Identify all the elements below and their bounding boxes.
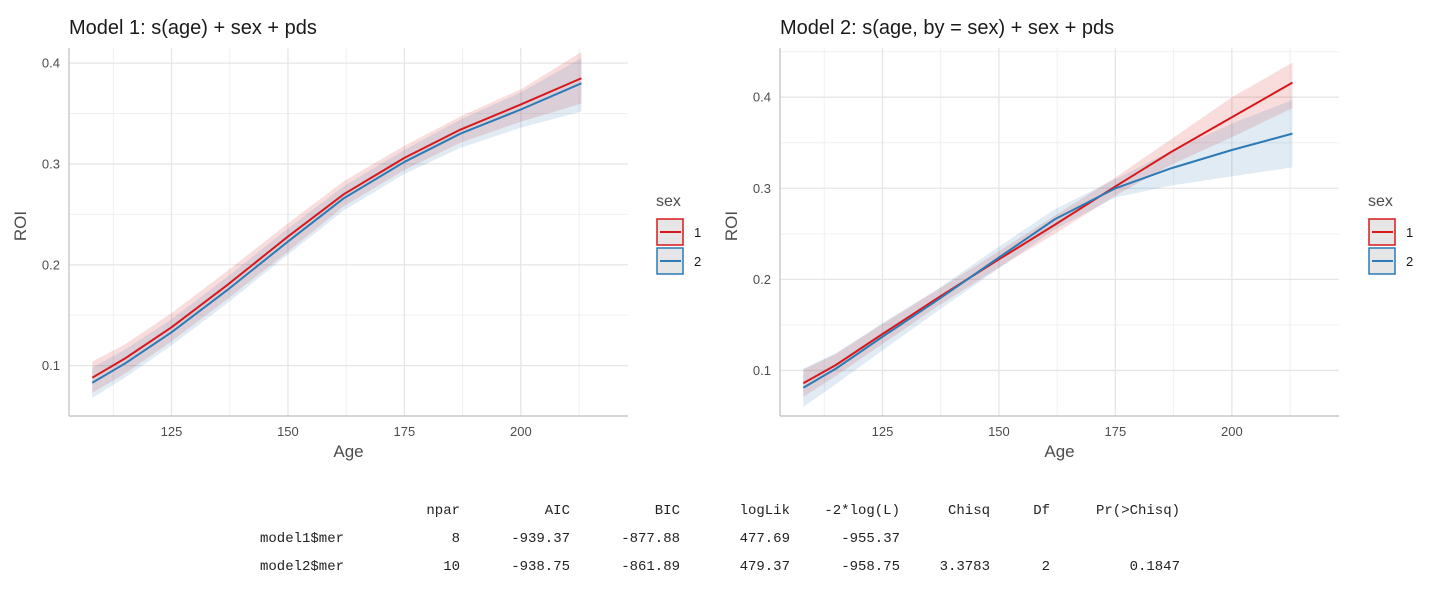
y-axis-label: ROI — [722, 211, 741, 241]
legend: sex 1 2 — [656, 193, 701, 275]
legend-label: 1 — [694, 225, 701, 240]
series-line-sex-1 — [91, 77, 582, 379]
series-line-sex-2 — [91, 82, 582, 384]
confidence-band-sex-2 — [92, 58, 582, 398]
confidence-band-sex-2 — [803, 99, 1293, 407]
anova-cell-loglik: 479.37 — [740, 559, 790, 575]
anova-header-pvalue: Pr(>Chisq) — [1096, 503, 1180, 519]
anova-header-df: Df — [1033, 503, 1050, 519]
x-tick-label: 150 — [988, 424, 1010, 439]
anova-cell-chisq: 3.3783 — [940, 559, 990, 575]
anova-row-label: model2$mer — [260, 559, 344, 575]
anova-cell-aic: -938.75 — [511, 559, 570, 575]
legend: sex 1 2 — [1368, 193, 1413, 275]
anova-cell-npar: 10 — [443, 559, 460, 575]
legend-key-sex-1 — [1368, 218, 1396, 246]
anova-row-label: model1$mer — [260, 531, 344, 547]
x-tick-label: 200 — [510, 424, 532, 439]
anova-header-row: npar AIC BIC logLik -2*log(L) Chisq Df P… — [426, 503, 1180, 519]
legend-title: sex — [1368, 193, 1393, 210]
y-tick-label: 0.4 — [753, 90, 771, 105]
x-axis-label: Age — [1044, 442, 1074, 461]
y-tick-label: 0.4 — [42, 56, 60, 71]
x-tick-label: 200 — [1221, 424, 1243, 439]
anova-header-neg2logl: -2*log(L) — [824, 503, 900, 519]
legend-key-sex-2 — [1368, 247, 1396, 275]
y-tick-label: 0.2 — [42, 257, 60, 272]
confidence-band-sex-1 — [92, 52, 582, 393]
y-tick-label: 0.2 — [753, 272, 771, 287]
anova-table: npar AIC BIC logLik -2*log(L) Chisq Df P… — [260, 503, 1180, 575]
y-axis-label: ROI — [11, 211, 30, 241]
y-tick-label: 0.1 — [42, 358, 60, 373]
series-line-sex-1 — [802, 81, 1293, 385]
series-line-sex-2 — [802, 132, 1293, 389]
anova-cell-neg2logl: -955.37 — [841, 531, 900, 547]
x-tick-label: 150 — [277, 424, 299, 439]
legend-key-sex-1 — [656, 218, 684, 246]
anova-cell-neg2logl: -958.75 — [841, 559, 900, 575]
anova-cell-df: 2 — [1042, 559, 1050, 575]
anova-row-model2: model2$mer 10 -938.75 -861.89 479.37 -95… — [260, 559, 1180, 575]
anova-header-bic: BIC — [655, 503, 680, 519]
anova-cell-bic: -877.88 — [621, 531, 680, 547]
anova-row-model1: model1$mer 8 -939.37 -877.88 477.69 -955… — [260, 531, 900, 547]
anova-header-aic: AIC — [545, 503, 570, 519]
legend-title: sex — [656, 193, 681, 210]
anova-cell-pvalue: 0.1847 — [1130, 559, 1180, 575]
x-tick-label: 125 — [872, 424, 894, 439]
x-tick-label: 125 — [161, 424, 183, 439]
legend-label: 2 — [694, 254, 701, 269]
anova-cell-loglik: 477.69 — [740, 531, 790, 547]
legend-label: 2 — [1406, 254, 1413, 269]
x-axis-label: Age — [333, 442, 363, 461]
panel-title: Model 1: s(age) + sex + pds — [69, 17, 317, 39]
x-tick-label: 175 — [1105, 424, 1127, 439]
anova-header-loglik: logLik — [740, 503, 790, 519]
anova-header-npar: npar — [426, 503, 460, 519]
y-tick-label: 0.3 — [753, 181, 771, 196]
anova-header-chisq: Chisq — [948, 503, 990, 519]
model1-panel: 125 150 175 200 0.1 0.2 0.3 0.4 Model 1: s(age) … — [11, 17, 701, 461]
anova-cell-npar: 8 — [452, 531, 460, 547]
y-tick-label: 0.3 — [42, 156, 60, 171]
panel-title: Model 2: s(age, by = sex) + sex + pds — [780, 17, 1114, 39]
y-tick-label: 0.1 — [753, 363, 771, 378]
legend-key-sex-2 — [656, 247, 684, 275]
anova-cell-bic: -861.89 — [621, 559, 680, 575]
model2-panel: 125 150 175 200 0.1 0.2 0.3 0.4 Model 2: s(age, … — [722, 17, 1413, 461]
anova-cell-aic: -939.37 — [511, 531, 570, 547]
x-tick-label: 175 — [394, 424, 416, 439]
legend-label: 1 — [1406, 225, 1413, 240]
